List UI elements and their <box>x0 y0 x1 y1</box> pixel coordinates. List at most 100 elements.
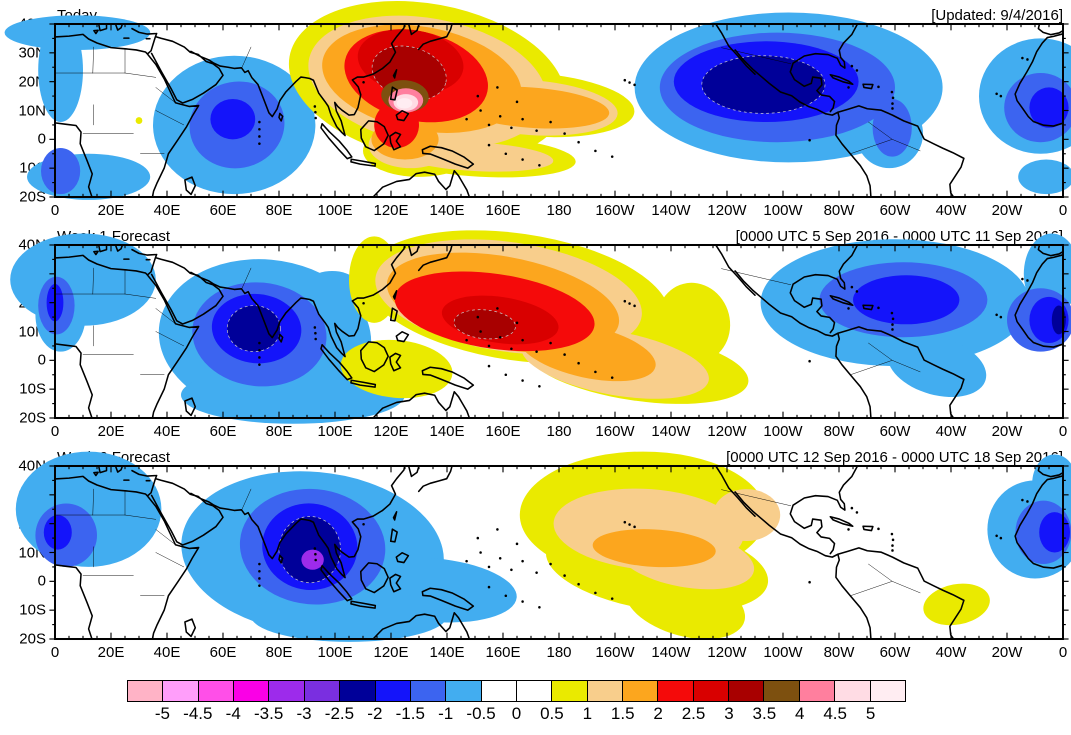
colorbar-tick-label: 4 <box>795 704 805 723</box>
colorbar-tick-label: 2 <box>653 704 663 723</box>
panel-week1: Week 1 Forecast [0000 UTC 5 Sep 2016 - 0… <box>0 224 1071 445</box>
y-axis-tick-label: 20S <box>19 188 46 206</box>
colorbar-cell-pink <box>799 681 836 701</box>
map-canvas <box>15 451 1071 642</box>
x-axis-tick-label: 140E <box>429 423 465 440</box>
map-plot-week2 <box>15 451 1071 642</box>
panel-week1-plot-row: 40N30N20N10N010S20S <box>0 230 1071 427</box>
colorbar-cells <box>127 680 906 702</box>
colorbar-tick-label: 3.5 <box>752 704 777 723</box>
x-axis-tick-label: 80W <box>823 644 855 661</box>
colorbar-tick-label: -1.5 <box>395 704 425 723</box>
x-axis-tick-label: 100E <box>317 202 353 219</box>
map-plot-today <box>4 1 1071 200</box>
colorbar-cell-royal <box>410 681 447 701</box>
colorbar-cell-purple <box>269 681 305 701</box>
x-axis-tick-label: 100W <box>763 644 803 661</box>
colorbar-cell-lightpink <box>835 681 871 701</box>
colorbar-cell-orange <box>623 681 659 701</box>
x-axis-tick-label: 40W <box>935 202 967 219</box>
x-axis-tick-label: 80W <box>823 202 855 219</box>
y-axis-tick-label: 20S <box>19 630 46 648</box>
colorbar-tick-label: 2.5 <box>681 704 706 723</box>
panel-week2-plot-row: 40N30N20N10N010S20S <box>0 451 1071 648</box>
panel-timestamp: [0000 UTC 5 Sep 2016 - 0000 UTC 11 Sep 2… <box>735 228 1063 245</box>
x-axis-tick-label: 160W <box>595 202 635 219</box>
x-axis-tick-label: 120E <box>373 202 409 219</box>
panel-week2: Week 2 Forecast [0000 UTC 12 Sep 2016 - … <box>0 445 1071 666</box>
x-axis-tick-label: 140E <box>429 202 465 219</box>
colorbar-tick-label: -2.5 <box>324 704 355 723</box>
x-axis-tick-label: 120W <box>707 202 747 219</box>
x-axis-tick-label: 0 <box>1058 644 1068 661</box>
x-axis-tick-label: 80E <box>265 423 293 440</box>
x-axis-tick-label: 0 <box>50 202 60 219</box>
x-axis-tick-label: 180 <box>546 202 572 219</box>
colorbar-tick-label: -3 <box>296 704 312 723</box>
x-axis-tick-label: 80E <box>265 202 293 219</box>
y-axis-tick-label: 10N <box>18 102 46 119</box>
colorbar-tick-label: 1 <box>582 704 593 723</box>
map-canvas <box>10 230 1071 424</box>
x-axis-tick-label: 100W <box>763 423 803 440</box>
x-axis-tick-label: 160W <box>595 644 635 661</box>
x-axis-tick-label: 100W <box>763 202 803 219</box>
x-axis-labels: 0 20E 40E 60E 80E 100E 120E 140E 160E 180 160W 140W… <box>0 197 1071 224</box>
colorbar-tick-label: -1 <box>438 704 454 723</box>
colorbar-tick-label: 3 <box>724 704 734 723</box>
x-axis-tick-label: 60W <box>879 202 911 219</box>
x-axis-tick-label: 40W <box>935 644 967 661</box>
colorbar-cell-red2 <box>693 681 730 701</box>
map-plot-week1 <box>10 230 1071 424</box>
x-axis-tick-label: 60W <box>879 644 911 661</box>
x-axis-tick-label: 0 <box>50 644 60 661</box>
colorbar: -5 -4.5 -4 -3.5 -3 -2.5 -2 -1.5 -1 -0.5 0 0.5 1 1.5 2 2… <box>0 680 1071 726</box>
x-axis-tick-label: 140W <box>651 202 691 219</box>
x-axis-tick-label: 60W <box>879 423 911 440</box>
x-axis-tick-label: 60E <box>209 202 237 219</box>
colorbar-tick-label: -4 <box>225 704 241 723</box>
colorbar-cell-yellow <box>552 681 588 701</box>
x-axis-tick-label: 180 <box>546 423 572 440</box>
colorbar-tick-label: -3.5 <box>253 704 284 723</box>
y-axis-tick-label: 10S <box>19 601 46 619</box>
x-axis-tick-label: 0 <box>1058 423 1068 440</box>
panel-timestamp: [0000 UTC 12 Sep 2016 - 0000 UTC 18 Sep … <box>726 449 1063 466</box>
panel-today: Today [Updated: 9/4/2016] 40N30N20N10N01… <box>0 1 1071 224</box>
colorbar-tick-label: 0.5 <box>540 704 564 723</box>
x-axis-tick-label: 120E <box>373 644 409 661</box>
x-axis-tick-label: 0 <box>50 423 60 440</box>
colorbar-tick-label: 4.5 <box>823 704 847 723</box>
x-axis-tick-label: 140W <box>651 423 691 440</box>
colorbar-cell-darkred <box>729 681 765 701</box>
x-axis-tick-label: 20E <box>97 202 125 219</box>
x-axis-tick-label: 40E <box>153 423 181 440</box>
colorbar-tick-label: -4.5 <box>183 704 213 723</box>
panel-week2-header: Week 2 Forecast [0000 UTC 12 Sep 2016 - … <box>0 445 1071 466</box>
x-axis-tick-label: 20W <box>991 423 1023 440</box>
x-axis-tick-label: 20E <box>97 423 125 440</box>
x-axis-tick-label: 80E <box>265 644 293 661</box>
panel-timestamp: [Updated: 9/4/2016] <box>931 7 1063 24</box>
anomaly-field <box>4 1 1071 200</box>
x-axis-tick-label: 140W <box>651 644 691 661</box>
y-axis-tick-label: 0 <box>37 572 46 590</box>
y-axis-tick-label: 0 <box>37 130 46 148</box>
colorbar-cell-red <box>658 681 694 701</box>
colorbar-cell-white <box>516 681 553 701</box>
x-axis-tick-label: 20E <box>97 644 125 661</box>
y-axis-tick-label: 20S <box>19 409 46 427</box>
x-axis-tick-label: 40E <box>153 644 181 661</box>
colorbar-tick-label: -2 <box>367 704 383 723</box>
x-axis-tick-label: 60E <box>209 423 237 440</box>
colorbar-cell-light_magenta <box>163 681 199 701</box>
colorbar-tick-label: 5 <box>865 704 876 723</box>
y-axis-tick-label: 0 <box>37 351 46 369</box>
anomaly-field <box>15 451 1071 642</box>
colorbar-cell-brown <box>764 681 800 701</box>
x-axis-tick-label: 100E <box>317 423 353 440</box>
x-axis-tick-label: 20W <box>991 202 1023 219</box>
colorbar-cell-tan <box>587 681 624 701</box>
